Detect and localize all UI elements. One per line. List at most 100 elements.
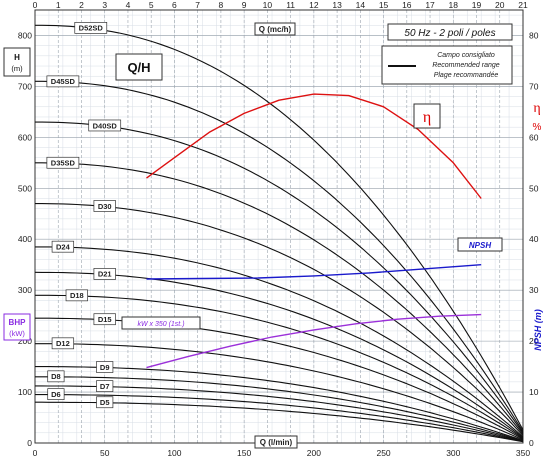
- chart-title: Q/H: [127, 60, 150, 75]
- curve-label-box: [96, 380, 114, 392]
- head-curve-d15: [35, 317, 524, 440]
- y-eta-tick-label: 30: [529, 285, 539, 295]
- curve-labels: D52SD D45SD D40SD D35SD D30 D24 D21 D18 D15 D12 D9…: [46, 22, 122, 409]
- x-top-tick-label: 15: [379, 0, 389, 10]
- bhp-label: BHP: [9, 318, 27, 327]
- secondary-curves: [146, 93, 482, 369]
- npsh-curve-label-box: [457, 237, 503, 252]
- y-eta-tick-label: 60: [529, 132, 539, 142]
- curve-label-box: [51, 240, 75, 253]
- x-top-tick-label: 8: [219, 0, 224, 10]
- head-curve-d12: [35, 343, 524, 441]
- curve-label-d30: D30: [98, 202, 112, 211]
- curve-label-box: [96, 361, 114, 373]
- npsh-curve-label: NPSH: [469, 241, 491, 250]
- h-axis-label-box: [3, 47, 31, 77]
- npsh-axis-label: NPSH (m): [533, 309, 543, 351]
- bhp-curve: [146, 313, 482, 369]
- curve-label-box: [47, 388, 65, 400]
- curve-label-box: [51, 337, 75, 350]
- x-top-tick-label: 20: [495, 0, 505, 10]
- x-top-tick-label: 3: [102, 0, 107, 10]
- head-curve-d5: [35, 401, 524, 443]
- y-eta-tick-label: 0: [529, 438, 534, 448]
- eta-curve-label-box: [413, 103, 441, 129]
- x-top-tick-label: 19: [472, 0, 482, 10]
- head-curve-d24: [35, 246, 524, 438]
- curve-label-d40sd: D40SD: [93, 121, 118, 130]
- eta-axis-unit: %: [533, 122, 542, 133]
- x-top-tick-label: 18: [449, 0, 459, 10]
- curve-label-d18: D18: [70, 291, 84, 300]
- x-top-tick-label: 6: [172, 0, 177, 10]
- x-top-tick-label: 14: [356, 0, 366, 10]
- bhp-curve-label-box: [121, 316, 201, 330]
- x-top-tick-label: 2: [79, 0, 84, 10]
- x-bottom-tick-label: 150: [237, 448, 251, 458]
- curve-label-d52sd: D52SD: [79, 24, 104, 33]
- curve-label-box: [46, 75, 80, 88]
- head-curves: [34, 24, 524, 443]
- title-box: [115, 53, 163, 81]
- curve-label-d21: D21: [98, 270, 112, 279]
- head-curve-d9: [35, 366, 524, 442]
- head-curve-d30: [35, 203, 524, 436]
- y-eta-tick-label: 70: [529, 81, 539, 91]
- bhp-curve-label: kW x 350 (1st.): [137, 321, 184, 328]
- x-bottom-tick-label: 350: [516, 448, 530, 458]
- y-left-tick-label: 400: [18, 234, 32, 244]
- head-curve-d52sd: [35, 24, 524, 431]
- curve-label-box: [93, 200, 116, 212]
- x-top-tick-label: 21: [518, 0, 528, 10]
- h-axis-label: H: [14, 53, 20, 62]
- y-eta-tick-label: 20: [529, 336, 539, 346]
- head-curve-d6: [35, 394, 524, 443]
- y-left-tick-label: 600: [18, 132, 32, 142]
- x-top-tick-label: 4: [126, 0, 131, 10]
- y-eta-tick-label: 80: [529, 30, 539, 40]
- x-top-tick-label: 17: [425, 0, 435, 10]
- efficiency-curve: [146, 93, 482, 199]
- curve-label-box: [65, 289, 88, 302]
- x-top-tick-label: 0: [33, 0, 38, 10]
- curve-label-d6: D6: [51, 390, 61, 399]
- x-bottom-tick-label: 100: [167, 448, 181, 458]
- head-curve-d21: [34, 271, 524, 439]
- curve-label-d12: D12: [56, 339, 70, 348]
- eta-curve-label: η: [423, 109, 431, 126]
- curve-label-box: [93, 313, 116, 326]
- x-bottom-tick-label: 50: [100, 448, 110, 458]
- frequency-label: 50 Hz - 2 poli / poles: [404, 28, 495, 39]
- y-left-tick-label: 500: [18, 183, 32, 193]
- x-top-tick-label: 1: [56, 0, 61, 10]
- top-axis-label-box: [254, 22, 296, 36]
- y-left-tick-label: 0: [27, 438, 32, 448]
- curve-label-box: [96, 396, 114, 409]
- curve-label-box: [46, 156, 80, 169]
- curve-label-d45sd: D45SD: [51, 77, 76, 86]
- x-bottom-tick-label: 300: [446, 448, 460, 458]
- x-bottom-tick-label: 250: [376, 448, 390, 458]
- curve-label-box: [93, 268, 116, 280]
- curve-label-d8: D8: [51, 372, 61, 381]
- curve-label-box: [74, 22, 108, 34]
- curve-label-box: [47, 370, 65, 383]
- head-curve-d35sd: [35, 162, 524, 435]
- frequency-box: [387, 23, 513, 41]
- x-top-tick-label: 7: [195, 0, 200, 10]
- npsh-curve: [146, 264, 482, 280]
- curve-label-d15: D15: [98, 315, 112, 324]
- bhp-label-box: [3, 313, 31, 341]
- x-top-tick-label: 5: [149, 0, 154, 10]
- curve-label-d7: D7: [100, 382, 110, 391]
- y-eta-tick-label: 40: [529, 234, 539, 244]
- head-curve-d7: [35, 385, 524, 442]
- curve-label-box: [88, 119, 122, 132]
- head-curve-d18: [35, 294, 524, 439]
- y-left-tick-label: 800: [18, 30, 32, 40]
- bottom-axis-label-box: [254, 435, 298, 449]
- legend-line-2: Recommended range: [432, 62, 499, 69]
- legend-line-1: Campo consigliato: [437, 52, 495, 59]
